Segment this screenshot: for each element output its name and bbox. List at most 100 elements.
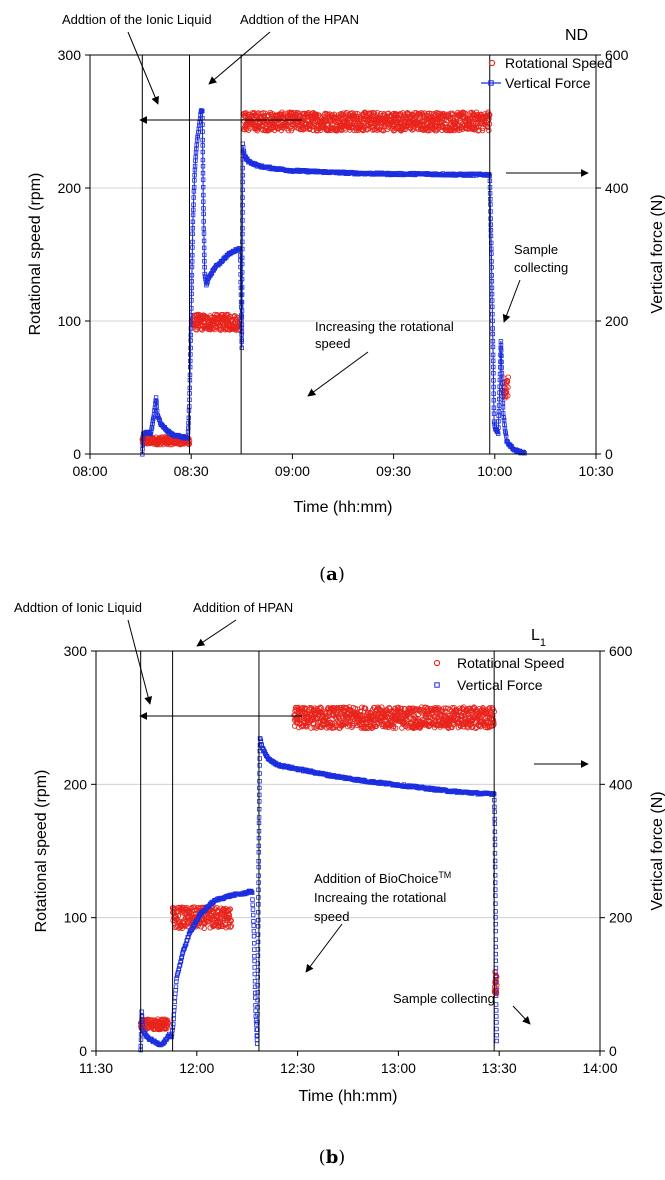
vertical-force-point (200, 149, 205, 155)
vertical-force-point (497, 396, 502, 402)
rotational-speed-point (503, 389, 510, 396)
vertical-force-point (496, 409, 502, 414)
rotational-speed-point (392, 725, 399, 731)
chart-tag: L1 (531, 627, 546, 649)
y-tick-label: 0 (73, 446, 81, 462)
vertical-force-point (186, 420, 191, 426)
annotations: Addtion of the Ionic Liquid Addtion of t… (62, 12, 589, 397)
rotational-speed-point (226, 912, 232, 918)
vertical-force-point (249, 890, 255, 895)
legend-marker-vertical-force (488, 80, 494, 86)
vertical-force-point (491, 364, 496, 370)
vertical-force-point (491, 398, 496, 403)
rotational-speed-point (311, 724, 317, 731)
vertical-force-point (190, 219, 196, 224)
vertical-force-point (202, 258, 207, 264)
vertical-force-point (494, 1020, 499, 1025)
vertical-force-point (239, 337, 244, 342)
vertical-force-point (253, 995, 258, 1000)
rotational-speed-point (393, 111, 400, 117)
rotational-speed-point (407, 125, 414, 132)
vertical-force-point (500, 411, 506, 416)
vertical-force-point (200, 143, 205, 148)
series-rotational-speed (139, 109, 512, 448)
vertical-force-point (252, 954, 257, 959)
rotational-speed-point (407, 715, 413, 721)
vertical-force-point (194, 146, 199, 152)
vertical-force-point (239, 329, 245, 335)
vertical-force-point (491, 384, 496, 390)
annotation-biochoice-line2: Increaing the rotational (314, 890, 446, 905)
vertical-force-point (250, 902, 255, 907)
vertical-force-point (256, 910, 261, 915)
vertical-force-point (150, 416, 156, 422)
vertical-force-point (251, 934, 257, 939)
vertical-force-point (204, 281, 210, 286)
vertical-force-point (188, 358, 193, 364)
vertical-force-point (239, 308, 245, 313)
axis-ticks: 0 100 200 300 0 200 400 600 08:00 08:30 09:00 09:30… (58, 47, 629, 479)
vertical-force-point (239, 292, 245, 297)
vertical-force-point (257, 771, 262, 776)
vertical-force-point (499, 376, 505, 381)
chart-panel-a: 0 100 200 300 0 200 400 600 08:00 08:30 09:00 09:30… (27, 12, 665, 585)
vertical-force-point (239, 276, 245, 282)
legend-marker-rotational-speed (488, 59, 496, 67)
rotational-speed-point (227, 906, 233, 912)
vertical-force-point (183, 942, 188, 948)
annotation-ionic-liquid: Addtion of the Ionic Liquid (62, 12, 212, 27)
rotational-speed-point (462, 110, 468, 116)
series-rotational-speed (137, 704, 500, 1033)
y2-tick-label: 200 (609, 910, 633, 926)
vertical-force-point (499, 365, 504, 370)
rotational-speed-point (165, 1020, 171, 1026)
rotational-speed-point (299, 121, 305, 127)
x-tick-label: 09:30 (376, 463, 411, 479)
rotational-speed-point (164, 1017, 171, 1023)
vertical-force-point (188, 338, 193, 343)
arrow-biochoice (305, 923, 343, 973)
rotational-speed-point (228, 923, 235, 929)
legend-label-vertical-force: Vertical Force (505, 75, 591, 91)
vertical-force-point (239, 314, 245, 319)
annotation-biochoice-line1: Addition of BioChoiceTM (314, 870, 451, 886)
legend: Rotational Speed Vertical Force (433, 655, 564, 693)
vertical-force-point (252, 971, 257, 977)
legend-label-rotational-speed: Rotational Speed (457, 655, 564, 671)
vertical-force-point (191, 207, 196, 213)
vertical-force-point (490, 358, 496, 363)
rotational-speed-point (415, 715, 421, 722)
vertical-force-point (498, 347, 504, 353)
rotational-speed-point (351, 721, 357, 727)
x-tick-label: 12:00 (179, 1060, 214, 1076)
vertical-force-point (192, 163, 198, 169)
vertical-force-point (194, 142, 199, 148)
vertical-force-point (499, 359, 504, 365)
vertical-force-point (191, 202, 196, 207)
rotational-speed-point (182, 923, 188, 929)
arrow-hpan (208, 31, 271, 85)
vertical-force-point (169, 1034, 174, 1040)
annotation-hpan: Addition of HPAN (193, 600, 293, 615)
chart-tag: ND (565, 27, 588, 44)
rotational-speed-point (378, 704, 385, 710)
x-tick-label: 13:00 (381, 1060, 416, 1076)
grid-lines (90, 187, 596, 322)
vertical-force-point (148, 429, 154, 434)
vertical-force-point (252, 958, 257, 964)
vertical-force-point (488, 227, 494, 233)
rotational-speed-point (375, 704, 381, 710)
vertical-force-point (191, 185, 197, 190)
chart-panel-b: 0 100 200 300 0 200 400 600 11:30 12:00 12:30 13:00… (14, 600, 665, 1168)
vertical-force-point (490, 326, 495, 331)
x-axis-title: Time (hh:mm) (299, 1088, 398, 1105)
vertical-force-point (190, 252, 195, 258)
vertical-force-point (256, 902, 261, 907)
vertical-force-point (189, 264, 195, 270)
vertical-force-point (140, 442, 145, 448)
vertical-force-point (171, 1021, 176, 1027)
rotational-speed-point (226, 914, 233, 921)
rotational-speed-point (473, 109, 480, 115)
vertical-force-point (488, 222, 493, 227)
